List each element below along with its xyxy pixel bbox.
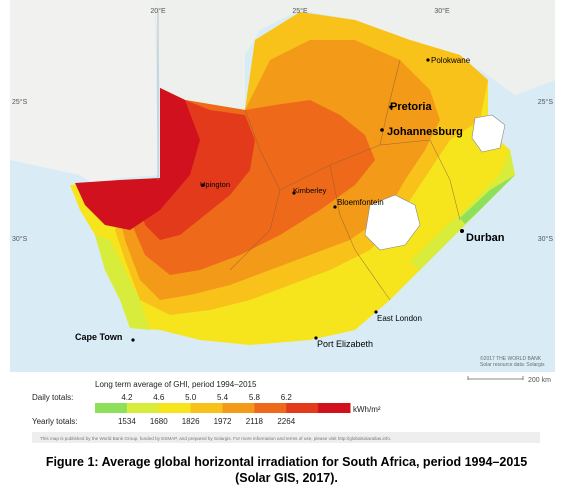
city-marker — [380, 128, 384, 132]
legend-yearly-value: 1972 — [214, 417, 232, 426]
zone-west-coast — [95, 235, 150, 330]
scale-bar: 200 km — [467, 376, 551, 384]
lat-label-right-30: 30°S — [538, 235, 554, 243]
city-label-upington: Upington — [200, 180, 230, 189]
legend-swatch — [254, 403, 287, 413]
lesotho — [364, 194, 421, 251]
zone-4-2 — [460, 175, 515, 224]
legend-daily-value: 4.6 — [153, 393, 165, 402]
city-label-durban: Durban — [466, 232, 505, 244]
city-marker — [389, 105, 393, 109]
footer-note: This map is published by the World Bank … — [40, 436, 391, 441]
caption-line1: Figure 1: Average global horizontal irra… — [45, 455, 528, 469]
city-cape-town: Cape Town — [75, 332, 135, 342]
lon-label-30: 30°E — [434, 7, 450, 15]
city-marker — [292, 191, 296, 195]
city-johannesburg: Johannesburg — [380, 126, 463, 138]
neighbouring-land — [10, 0, 555, 120]
solar-irradiation-map: 20°E 25°E 30°E 25°S 30°S 25°S 30°S Polok… — [10, 0, 555, 446]
lon-label-20: 20°E — [150, 7, 166, 15]
caption-line2: (Solar GIS, 2017). — [235, 471, 338, 485]
legend-swatch — [222, 403, 255, 413]
zone-east-coast — [410, 150, 515, 270]
city-marker — [426, 58, 430, 62]
city-kimberley: Kimberley — [292, 186, 327, 195]
legend-color-ramp — [95, 403, 351, 413]
lat-label-left-25: 25°S — [12, 98, 28, 106]
scale-label: 200 km — [528, 377, 551, 384]
city-label-kimberley: Kimberley — [293, 186, 327, 195]
city-label-pretoria: Pretoria — [390, 101, 432, 113]
legend-yearly-value: 1534 — [118, 417, 136, 426]
copyright-line2: Solar resource data: Solargis — [480, 362, 545, 368]
city-marker — [460, 229, 464, 233]
legend-yearly-value: 1680 — [150, 417, 168, 426]
lat-label-left-30: 30°S — [12, 235, 28, 243]
eswatini — [471, 114, 506, 153]
legend-yearly-value: 1826 — [182, 417, 200, 426]
city-label-johannesburg: Johannesburg — [387, 126, 463, 138]
legend-daily-value: 6.2 — [281, 393, 293, 402]
legend-daily-label: Daily totals: — [32, 393, 73, 402]
city-marker — [201, 183, 205, 187]
city-polokwane: Polokwane — [426, 56, 471, 65]
lon-label-25: 25°E — [292, 7, 308, 15]
city-label-bloemfontein: Bloemfontein — [337, 198, 384, 207]
legend-daily-value: 4.2 — [121, 393, 133, 402]
legend-unit: kWh/m² — [353, 405, 381, 414]
city-marker — [374, 310, 378, 314]
legend-daily-value: 5.4 — [217, 393, 229, 402]
legend-yearly-value: 2264 — [277, 417, 295, 426]
legend-title: Long term average of GHI, period 1994–20… — [95, 380, 257, 389]
graticule — [157, 10, 159, 180]
copyright-line1: ©2017 THE WORLD BANK — [480, 355, 542, 362]
lat-label-right-25: 25°S — [538, 98, 554, 106]
city-upington: Upington — [200, 180, 230, 189]
city-label-port-elizabeth: Port Elizabeth — [317, 339, 373, 349]
legend-yearly-value: 2118 — [246, 417, 264, 426]
legend-daily-value: 5.8 — [249, 393, 261, 402]
legend-swatch — [95, 403, 128, 413]
city-label-east-london: East London — [377, 314, 422, 323]
city-marker — [333, 205, 337, 209]
city-bloemfontein: Bloemfontein — [333, 198, 384, 209]
legend-swatch — [190, 403, 223, 413]
legend-daily-value: 5.0 — [185, 393, 197, 402]
legend-daily-values: 4.2 4.6 5.0 5.4 5.8 6.2 — [121, 393, 292, 402]
legend-swatch — [126, 403, 160, 413]
legend-swatch — [286, 403, 319, 413]
namibia-land — [10, 0, 158, 185]
city-pretoria: Pretoria — [389, 101, 432, 113]
city-label-cape-town: Cape Town — [75, 332, 122, 342]
legend-swatch — [158, 403, 192, 413]
legend-yearly-values: 1534 1680 1826 1972 2118 2264 — [118, 417, 296, 426]
city-marker — [314, 336, 318, 340]
city-label-polokwane: Polokwane — [431, 56, 471, 65]
footer-note-bg — [32, 432, 540, 443]
city-durban: Durban — [460, 229, 505, 244]
zone-6-4 — [75, 88, 200, 230]
city-marker — [131, 338, 135, 342]
legend-yearly-label: Yearly totals: — [32, 417, 78, 426]
city-east-london: East London — [374, 310, 422, 323]
city-port-elizabeth: Port Elizabeth — [314, 336, 373, 349]
legend-swatch — [318, 403, 351, 413]
